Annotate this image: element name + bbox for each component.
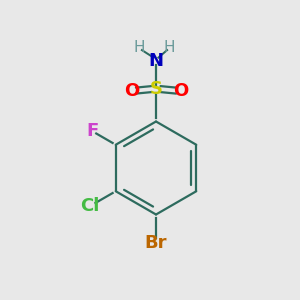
Text: N: N xyxy=(148,52,164,70)
Text: O: O xyxy=(173,82,188,100)
Text: Cl: Cl xyxy=(80,197,99,215)
Text: S: S xyxy=(149,80,163,98)
Text: F: F xyxy=(86,122,98,140)
Text: H: H xyxy=(134,40,145,55)
Text: O: O xyxy=(124,82,139,100)
Text: Br: Br xyxy=(145,234,167,252)
Text: H: H xyxy=(164,40,175,55)
